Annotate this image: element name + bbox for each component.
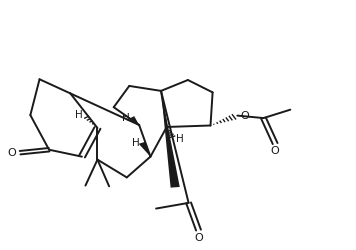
Polygon shape (129, 116, 139, 125)
Text: H: H (74, 110, 82, 120)
Polygon shape (161, 91, 180, 188)
Text: H: H (121, 112, 129, 122)
Text: O: O (8, 148, 17, 158)
Polygon shape (139, 142, 151, 157)
Text: O: O (271, 146, 279, 156)
Text: H: H (176, 134, 184, 143)
Text: O: O (241, 110, 250, 120)
Text: O: O (194, 232, 203, 242)
Text: H: H (132, 138, 140, 148)
